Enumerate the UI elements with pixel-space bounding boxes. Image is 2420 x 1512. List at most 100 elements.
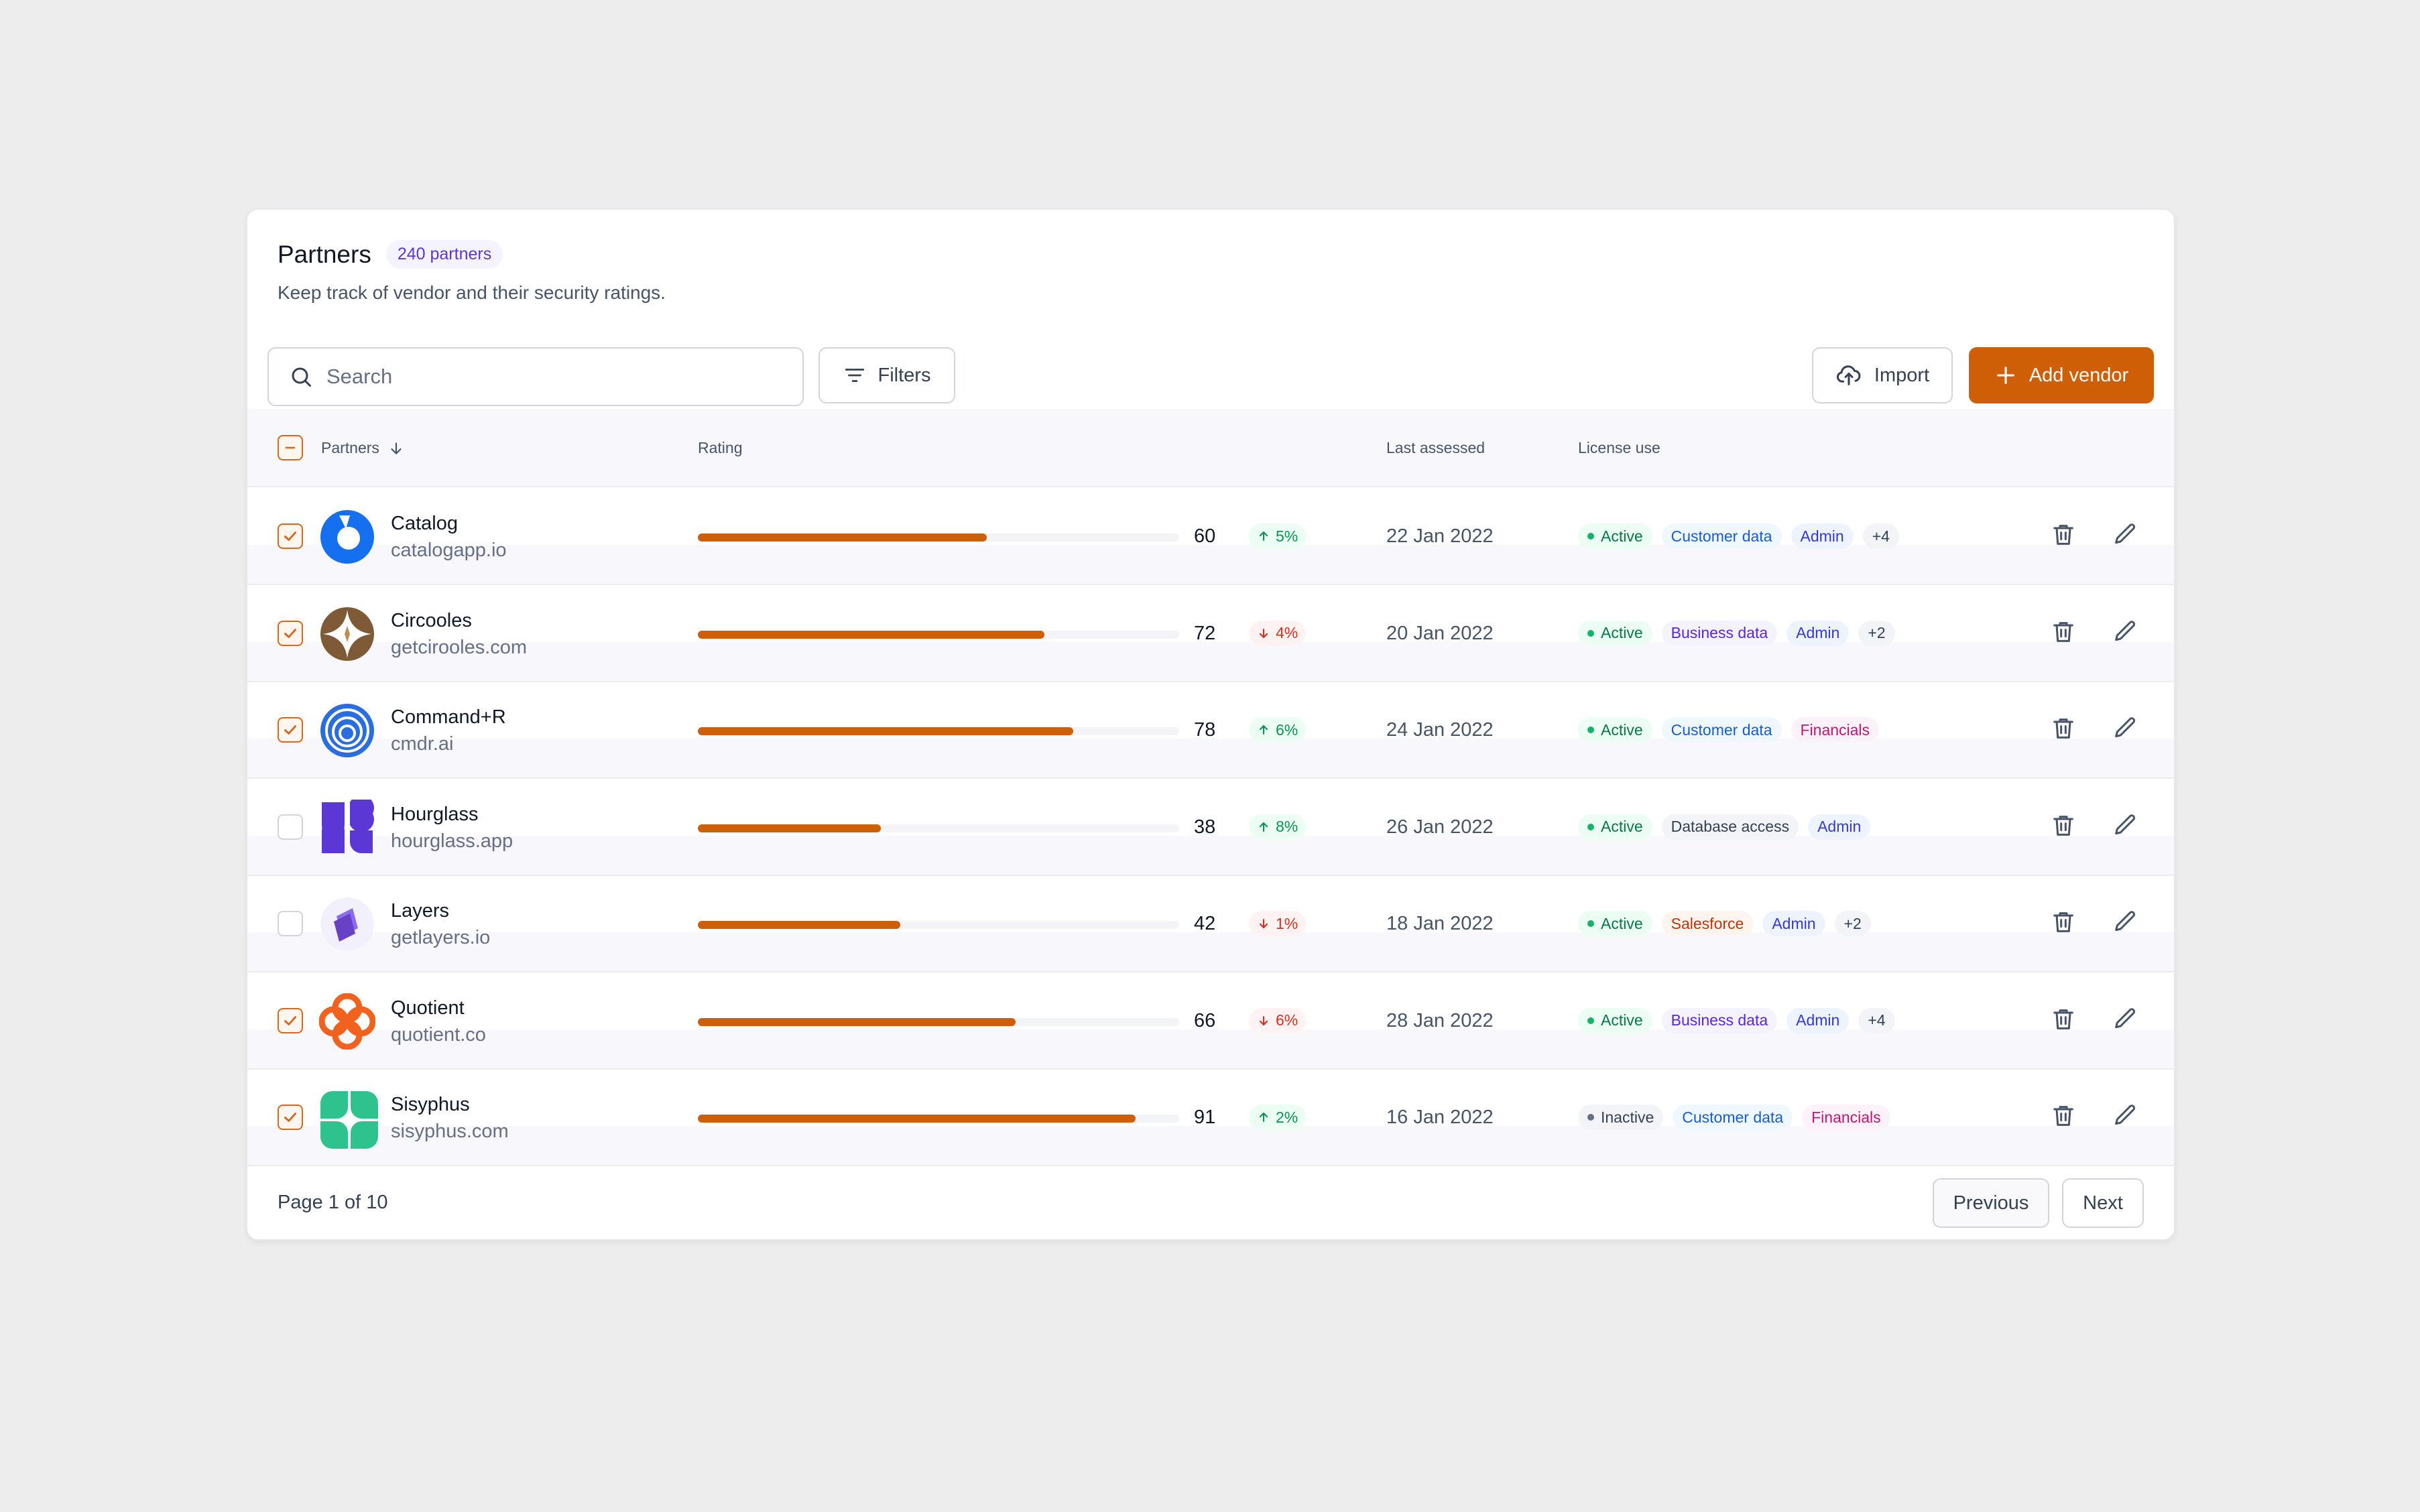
license-tag-label: +2 — [1843, 914, 1862, 932]
table-header: Partners Rating Last assessed License us… — [247, 409, 2174, 487]
row-checkbox[interactable] — [278, 620, 303, 646]
trash-icon — [2053, 1009, 2073, 1029]
partner-domain: getlayers.io — [391, 927, 491, 948]
partner-name: Catalog — [391, 513, 458, 534]
edit-button[interactable] — [2110, 907, 2140, 938]
rating-score: 72 — [1194, 622, 1216, 644]
add-vendor-button[interactable]: Add vendor — [1969, 347, 2154, 403]
partner-name: Circooles — [391, 609, 472, 631]
edit-button[interactable] — [2110, 810, 2140, 841]
sisyphus-logo — [319, 1090, 378, 1149]
license-tag-label: Admin — [1817, 818, 1862, 835]
last-assessed-date: 24 Jan 2022 — [1386, 719, 1494, 741]
page-info: Page 1 of 10 — [278, 1192, 388, 1213]
license-tag-label: Active — [1601, 624, 1643, 641]
table-row[interactable]: Circooles getcirooles.com 72 4% 20 Jan 2… — [247, 585, 2174, 682]
license-tag: Admin — [1762, 911, 1825, 936]
license-tag-label: Admin — [1772, 914, 1816, 932]
partners-column-label: Partners — [321, 439, 379, 456]
license-tags: Active Customer data Admin +4 — [1578, 523, 1899, 549]
edit-button[interactable] — [2110, 1100, 2140, 1131]
edit-button[interactable] — [2110, 617, 2140, 647]
license-tag: Salesforce — [1661, 911, 1754, 936]
search-input[interactable]: Search — [267, 347, 804, 406]
rating-trend-value: 8% — [1276, 818, 1298, 835]
rating-score: 60 — [1194, 525, 1216, 547]
delete-button[interactable] — [2048, 1004, 2079, 1035]
rating-trend-badge: 6% — [1249, 1007, 1307, 1033]
license-tag-label: Admin — [1796, 624, 1840, 641]
license-tag: Financials — [1791, 717, 1880, 743]
check-icon — [284, 628, 296, 638]
license-tag-label: Business data — [1671, 624, 1768, 641]
rating-bar — [698, 630, 1179, 639]
trash-icon — [2053, 912, 2073, 932]
license-tag-label: Admin — [1800, 527, 1844, 545]
license-tag-label: Customer data — [1671, 527, 1772, 545]
edit-button[interactable] — [2110, 519, 2140, 550]
rating-bar-fill — [698, 824, 881, 832]
row-checkbox[interactable] — [278, 717, 303, 743]
rating-bar — [698, 533, 1179, 542]
row-shade — [247, 545, 2174, 584]
delete-button[interactable] — [2048, 810, 2079, 841]
table-row[interactable]: Sisyphus sisyphus.com 91 2% 16 Jan 2022 … — [247, 1070, 2174, 1166]
partner-name: Layers — [391, 900, 450, 922]
rating-bar-fill — [698, 727, 1074, 735]
trash-icon — [2053, 1106, 2073, 1126]
license-tag-label: +4 — [1872, 527, 1890, 545]
row-checkbox[interactable] — [278, 1007, 303, 1033]
delete-button[interactable] — [2048, 907, 2079, 938]
license-tags: Inactive Customer data Financials — [1578, 1105, 1890, 1130]
last-assessed-date: 20 Jan 2022 — [1386, 622, 1494, 644]
table-row[interactable]: Layers getlayers.io 42 1% 18 Jan 2022 Ac… — [247, 876, 2174, 972]
import-button[interactable]: Import — [1812, 347, 1953, 403]
partner-domain: quotient.co — [391, 1023, 486, 1046]
arrow-down-icon — [1259, 1015, 1268, 1025]
layers-logo — [319, 896, 375, 952]
license-tag-label: Admin — [1796, 1011, 1840, 1029]
delete-button[interactable] — [2048, 519, 2079, 550]
toolbar: Search Filters Import Add vendor — [267, 347, 2154, 406]
row-actions — [2048, 519, 2140, 550]
row-actions — [2048, 617, 2140, 647]
arrow-up-icon — [1259, 1113, 1268, 1122]
rating-trend-badge: 6% — [1249, 717, 1307, 743]
delete-button[interactable] — [2048, 1100, 2079, 1131]
circooles-logo — [319, 606, 375, 662]
column-header-partners[interactable]: Partners — [321, 409, 405, 487]
last-assessed-column-label: Last assessed — [1386, 439, 1486, 456]
edit-button[interactable] — [2110, 713, 2140, 744]
row-checkbox[interactable] — [278, 814, 303, 840]
license-tag-label: Database access — [1671, 818, 1790, 835]
license-tag: Admin — [1787, 1007, 1850, 1033]
table-row[interactable]: Hourglass hourglass.app 38 8% 26 Jan 202… — [247, 779, 2174, 876]
delete-button[interactable] — [2048, 713, 2079, 744]
row-shade — [247, 932, 2174, 971]
next-button[interactable]: Next — [2062, 1178, 2144, 1228]
rating-score: 38 — [1194, 816, 1216, 838]
rating-trend-value: 6% — [1276, 720, 1298, 739]
last-assessed-date: 18 Jan 2022 — [1386, 913, 1494, 934]
license-tag: Customer data — [1661, 717, 1782, 743]
row-checkbox[interactable] — [278, 911, 303, 936]
edit-button[interactable] — [2110, 1004, 2140, 1035]
license-tag: Business data — [1661, 1007, 1778, 1033]
delete-button[interactable] — [2048, 617, 2079, 647]
row-checkbox[interactable] — [278, 523, 303, 549]
previous-button[interactable]: Previous — [1933, 1178, 2049, 1228]
table-row[interactable]: Catalog catalogapp.io 60 5% 22 Jan 2022 … — [247, 489, 2174, 585]
table-row[interactable]: Command+R cmdr.ai 78 6% 24 Jan 2022 Acti… — [247, 682, 2174, 779]
rating-bar-fill — [698, 1017, 1016, 1026]
filters-button[interactable]: Filters — [819, 347, 955, 403]
filters-label: Filters — [878, 364, 931, 386]
rating-bar-fill — [698, 630, 1044, 639]
select-all-checkbox[interactable] — [278, 435, 303, 460]
catalog-logo — [319, 509, 375, 565]
row-checkbox[interactable] — [278, 1105, 303, 1130]
row-actions — [2048, 810, 2140, 841]
license-tag-label: Financials — [1811, 1108, 1881, 1126]
last-assessed-date: 26 Jan 2022 — [1386, 816, 1494, 838]
add-vendor-label: Add vendor — [2029, 364, 2129, 386]
table-row[interactable]: Quotient quotient.co 66 6% 28 Jan 2022 A… — [247, 972, 2174, 1070]
